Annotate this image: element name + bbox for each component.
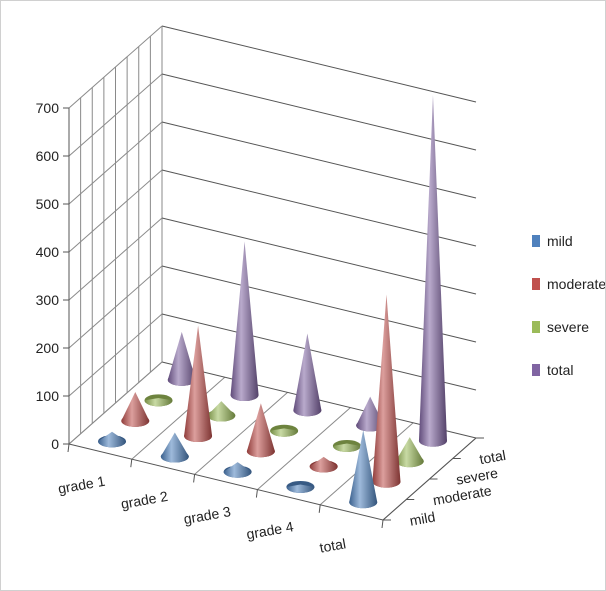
side-wall-gridline — [68, 313, 163, 397]
cone-mild-grade-4 — [286, 480, 315, 493]
cone-severe-grade-4 — [332, 439, 361, 452]
legend-swatch — [532, 235, 540, 247]
y-tick-label: 600 — [36, 148, 60, 164]
side-wall-gridline — [68, 361, 163, 445]
legend-item-severe: severe — [532, 319, 589, 335]
legend-item-mild: mild — [532, 233, 573, 249]
side-wall-gridline — [68, 217, 163, 301]
legend-item-total: total — [532, 362, 573, 378]
series-axis-label: mild — [408, 508, 436, 528]
category-label: grade 3 — [182, 503, 232, 527]
cone-total-total — [418, 95, 447, 447]
cone-severe-total — [395, 437, 424, 468]
cone-moderate-grade-1 — [121, 392, 150, 427]
cone-moderate-grade-3 — [246, 403, 275, 458]
data-cones — [98, 95, 447, 509]
floor-gridline — [257, 407, 351, 490]
legend-label: total — [547, 362, 573, 378]
y-tick-label: 700 — [36, 100, 60, 116]
cone-total-grade-2 — [230, 241, 259, 402]
legend-item-moderate: moderate — [532, 276, 605, 292]
cone-moderate-total — [372, 294, 401, 488]
cone-mild-grade-3 — [223, 462, 252, 478]
legend-swatch — [532, 321, 540, 333]
y-tick-label: 300 — [36, 292, 60, 308]
legend: mild moderate severe total — [532, 233, 605, 378]
category-label: grade 2 — [120, 488, 170, 512]
legend-swatch — [532, 278, 540, 290]
y-tick-label: 100 — [36, 388, 60, 404]
cone-moderate-grade-2 — [184, 325, 213, 443]
cone-total-grade-3 — [293, 333, 322, 417]
legend-swatch — [532, 364, 540, 376]
y-tick-label: 0 — [51, 436, 59, 452]
floor-gridline — [194, 392, 288, 475]
side-wall-gridline — [68, 121, 163, 205]
cone-severe-grade-1 — [144, 394, 173, 407]
side-wall-gridline — [68, 25, 163, 109]
legend-label: moderate — [547, 276, 605, 292]
side-wall-gridline — [68, 265, 163, 349]
category-label: total — [318, 535, 347, 555]
category-label: grade 1 — [57, 473, 107, 497]
cone-severe-grade-3 — [270, 424, 299, 437]
floor-gridline — [131, 376, 226, 460]
y-tick-label: 400 — [36, 244, 60, 260]
y-tick-label: 500 — [36, 196, 60, 212]
series-axis-label: total — [478, 447, 507, 467]
legend-label: severe — [547, 319, 589, 335]
cone-mild-grade-1 — [98, 431, 127, 448]
legend-label: mild — [547, 233, 573, 249]
cone-moderate-grade-4 — [309, 456, 338, 473]
cone-mild-grade-2 — [160, 432, 189, 463]
series-axis-label: severe — [455, 465, 499, 488]
gridlines — [68, 25, 477, 445]
side-wall-gridline — [68, 169, 163, 253]
back-wall-gridline — [161, 25, 477, 103]
side-wall-gridline — [68, 73, 163, 157]
back-wall-gridline — [161, 73, 477, 151]
cone-severe-grade-2 — [207, 401, 236, 422]
back-wall-gridline — [161, 217, 477, 295]
category-label: grade 4 — [245, 518, 295, 542]
cone-mild-total — [349, 430, 378, 509]
back-wall-gridline — [161, 121, 477, 199]
cone-total-grade-1 — [167, 331, 196, 386]
y-tick-label: 200 — [36, 340, 60, 356]
back-wall-gridline — [161, 169, 477, 247]
